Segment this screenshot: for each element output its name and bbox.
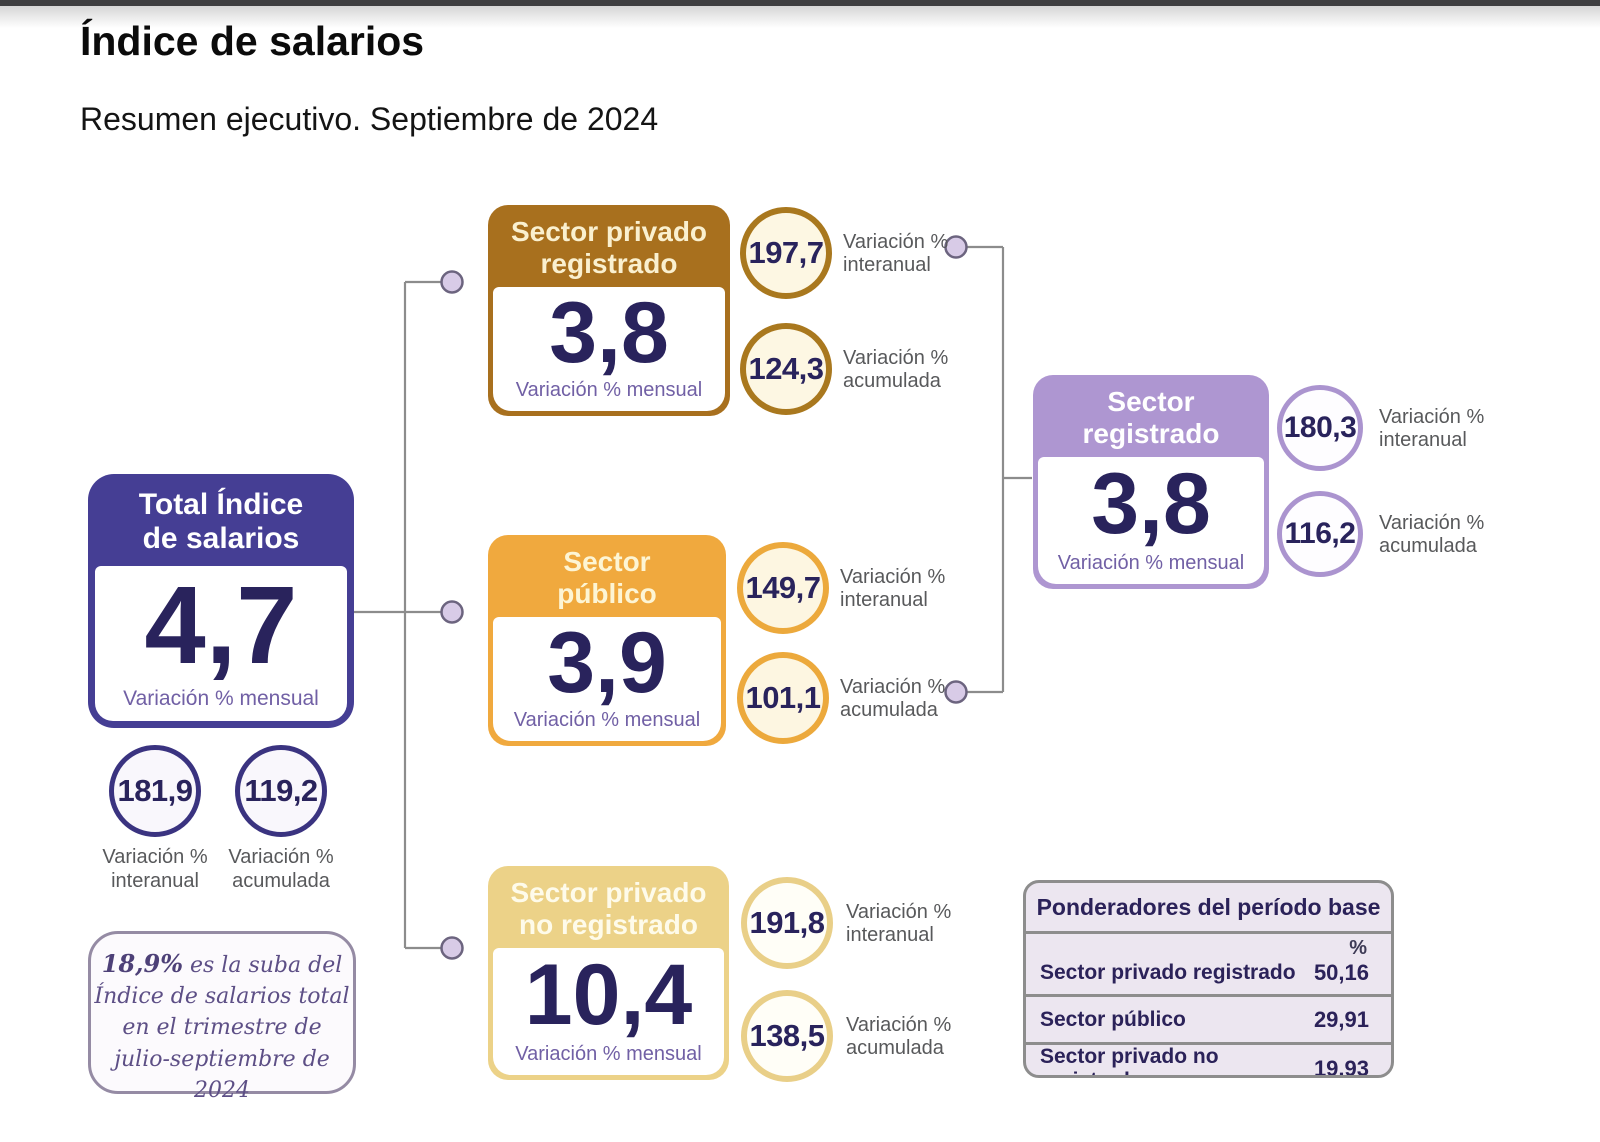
spub-card-header: Sector público xyxy=(557,546,657,609)
junction-dot-registrado-top xyxy=(944,235,968,259)
total-header-line1: Total Índice xyxy=(138,488,304,521)
note-line1: es la suba del xyxy=(183,953,343,978)
junction-dot-publico xyxy=(440,600,464,624)
note-line2: Índice de salarios total xyxy=(94,984,350,1010)
junction-dot-privado-no-registrado xyxy=(440,936,464,960)
spnr-monthly-label: Variación % mensual xyxy=(515,1043,702,1065)
spnr-cum-circle: 138,5 xyxy=(741,990,833,1082)
ponderadores-title: Ponderadores del período base xyxy=(1026,883,1391,934)
sreg-monthly-value: 3,8 xyxy=(1091,457,1211,553)
page-title: Índice de salarios xyxy=(80,18,425,64)
row-value: 19,93 xyxy=(1313,1056,1369,1078)
table-row: Sector público 29,91 xyxy=(1026,997,1391,1045)
sector-privado-registrado-card: Sector privado registrado 3,8 Variación … xyxy=(488,205,730,416)
sreg-card-header: Sector registrado xyxy=(1082,386,1220,449)
row-value: 29,91 xyxy=(1313,1006,1369,1032)
spnr-card-body: 10,4 Variación % mensual xyxy=(493,948,724,1075)
spnr-yoy-circle: 191,8 xyxy=(741,877,833,969)
total-yoy-label: Variación % interanual xyxy=(102,846,208,892)
sreg-yoy-label: Variación % interanual xyxy=(1379,406,1485,451)
spr-cum-value: 124,3 xyxy=(748,351,824,386)
spr-monthly-value: 3,8 xyxy=(549,287,669,381)
spnr-cum-label: Variación % acumulada xyxy=(846,1014,952,1059)
total-yoy-value: 181,9 xyxy=(117,773,193,808)
sreg-cum-circle: 116,2 xyxy=(1277,491,1363,577)
spub-yoy-circle: 149,7 xyxy=(737,542,829,634)
junction-dot-privado-registrado xyxy=(440,270,464,294)
spnr-monthly-value: 10,4 xyxy=(524,948,693,1044)
sreg-monthly-label: Variación % mensual xyxy=(1057,552,1245,574)
spub-monthly-label: Variación % mensual xyxy=(513,709,701,731)
spr-monthly-label: Variación % mensual xyxy=(515,379,703,401)
total-card-header: Total Índice de salarios xyxy=(95,481,347,566)
spr-yoy-circle: 197,7 xyxy=(740,207,832,299)
spr-card-body: 3,8 Variación % mensual xyxy=(493,287,725,411)
junction-dot-registrado-bottom xyxy=(944,680,968,704)
sector-publico-card: Sector público 3,9 Variación % mensual xyxy=(488,535,726,746)
spr-card-header: Sector privado registrado xyxy=(510,216,708,279)
total-cum-value: 119,2 xyxy=(244,773,318,808)
note-line3: en el trimestre de xyxy=(122,1015,322,1041)
row-label: Sector público xyxy=(1040,1007,1186,1031)
row-label: Sector privado registrado xyxy=(1040,961,1296,984)
ponderadores-unit-header: % xyxy=(1349,937,1367,959)
spub-yoy-value: 149,7 xyxy=(745,570,821,605)
row-value: 50,16 xyxy=(1313,960,1369,985)
window-top-edge xyxy=(0,0,1600,6)
total-monthly-value: 4,7 xyxy=(144,565,298,688)
quarter-note-box: 18,9% es la suba del Índice de salarios … xyxy=(88,931,356,1103)
note-line4: julio-septiembre de 2024 xyxy=(114,1046,330,1103)
spnr-card-header: Sector privado no registrado xyxy=(510,877,707,940)
window-top-shadow xyxy=(0,6,1600,28)
spr-cum-label: Variación % acumulada xyxy=(843,347,949,392)
spub-cum-value: 101,1 xyxy=(745,680,821,715)
note-highlight: 18,9% xyxy=(101,949,184,978)
sector-registrado-card: Sector registrado 3,8 Variación % mensua… xyxy=(1033,375,1269,589)
spnr-cum-value: 138,5 xyxy=(749,1018,825,1053)
total-card-body: 4,7 Variación % mensual xyxy=(95,565,347,721)
sreg-card-body: 3,8 Variación % mensual xyxy=(1038,457,1264,584)
total-cum-label: Variación % acumulada xyxy=(228,846,334,892)
row-label: Sector privado no registrado xyxy=(1040,1045,1219,1075)
total-cum-circle: 119,2 xyxy=(235,745,327,837)
sreg-cum-label: Variación % acumulada xyxy=(1379,512,1485,557)
ponderadores-section-1: % Sector privado registrado 50,16 xyxy=(1026,934,1391,997)
table-row: Sector privado no registrado 19,93 xyxy=(1026,1045,1391,1078)
total-header-line2: de salarios xyxy=(142,521,300,555)
spub-cum-label: Variación % acumulada xyxy=(840,676,946,721)
page-subtitle: Resumen ejecutivo. Septiembre de 2024 xyxy=(80,101,659,137)
spr-cum-circle: 124,3 xyxy=(740,323,832,415)
spub-cum-circle: 101,1 xyxy=(737,652,829,744)
total-indice-card: Total Índice de salarios 4,7 Variación %… xyxy=(88,474,354,728)
table-row: Sector privado registrado 50,16 xyxy=(1040,960,1377,986)
spr-yoy-label: Variación % interanual xyxy=(843,231,949,276)
spnr-yoy-value: 191,8 xyxy=(749,905,825,940)
sector-privado-no-registrado-card: Sector privado no registrado 10,4 Variac… xyxy=(488,866,729,1080)
spr-yoy-value: 197,7 xyxy=(748,235,824,270)
sreg-cum-value: 116,2 xyxy=(1284,517,1356,550)
spub-card-body: 3,9 Variación % mensual xyxy=(493,617,721,741)
total-monthly-label: Variación % mensual xyxy=(123,687,319,710)
ponderadores-table: Ponderadores del período base % Sector p… xyxy=(1023,880,1394,1078)
spub-monthly-value: 3,9 xyxy=(547,617,667,711)
spnr-yoy-label: Variación % interanual xyxy=(846,901,952,946)
sreg-yoy-circle: 180,3 xyxy=(1277,385,1363,471)
spub-yoy-label: Variación % interanual xyxy=(840,566,946,611)
total-yoy-circle: 181,9 xyxy=(109,745,201,837)
sreg-yoy-value: 180,3 xyxy=(1283,411,1357,444)
